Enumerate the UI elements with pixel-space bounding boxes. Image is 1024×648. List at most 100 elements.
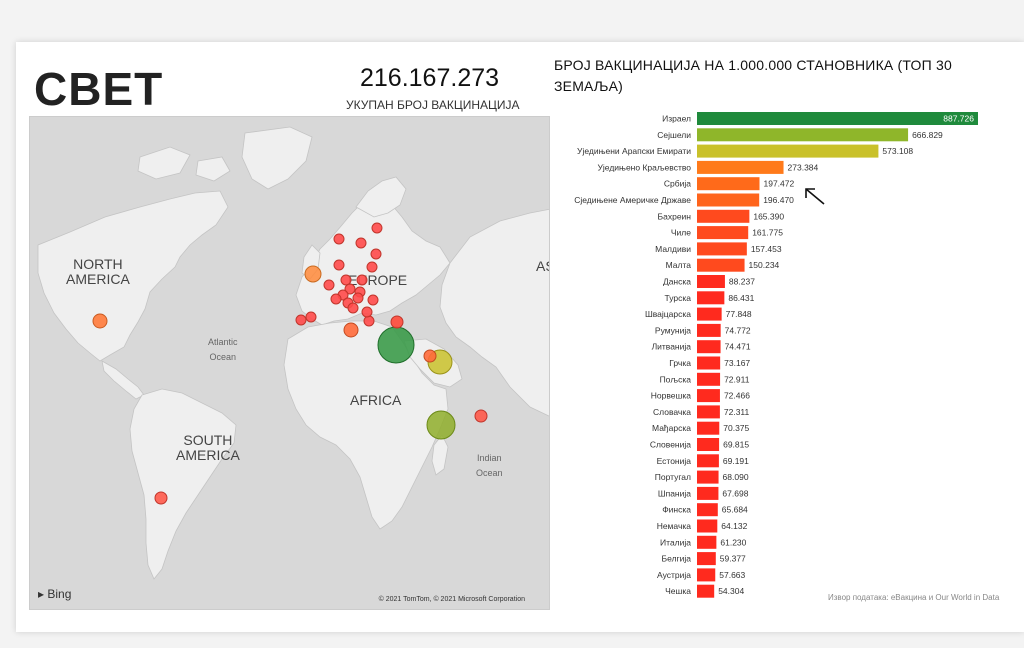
bar[interactable] <box>697 144 879 158</box>
bubble-switzerland <box>330 293 342 305</box>
bar[interactable] <box>697 128 909 142</box>
bar[interactable] <box>697 340 721 354</box>
bar-value-label: 70.375 <box>723 423 749 433</box>
bar-category-label: Италија <box>660 537 691 547</box>
bubble-norway <box>333 233 345 245</box>
bar[interactable] <box>697 372 721 386</box>
bubble-hungary <box>352 292 364 304</box>
bar-value-label: 74.772 <box>725 325 751 335</box>
bar[interactable] <box>697 503 718 517</box>
bar[interactable] <box>697 307 722 321</box>
bar-value-label: 68.090 <box>723 472 749 482</box>
bar[interactable] <box>697 112 978 125</box>
bar[interactable] <box>697 226 749 240</box>
bubble-italy <box>347 302 359 314</box>
bar[interactable] <box>697 421 720 435</box>
bar[interactable] <box>697 584 715 598</box>
bar[interactable] <box>697 291 725 305</box>
bar[interactable] <box>697 470 719 484</box>
bar-value-label: 887.726 <box>943 114 974 124</box>
bar-value-label: 573.108 <box>882 146 913 156</box>
map-label-south-america: SOUTH AMERICA <box>176 432 240 463</box>
bar[interactable] <box>697 405 720 419</box>
total-vaccinations-label: УКУПАН БРОЈ ВАКЦИНАЦИЈА <box>346 98 520 112</box>
bar-category-label: Естонија <box>657 456 692 466</box>
bar-category-label: Румунија <box>655 325 691 335</box>
bubble-denmark <box>333 259 345 271</box>
bubble-serbia <box>343 322 359 338</box>
bar-value-label: 165.390 <box>753 211 784 221</box>
bar-category-label: Уједињено Краљевство <box>598 162 692 172</box>
bar-value-label: 72.466 <box>724 391 750 401</box>
bar-category-label: Малдиви <box>655 244 691 254</box>
bubble-germany <box>340 274 352 286</box>
map-copyright: © 2021 TomTom, © 2021 Microsoft Corporat… <box>378 596 525 603</box>
bubble-maldives <box>474 409 488 423</box>
bar-category-label: Чиле <box>671 228 691 238</box>
bar-value-label: 74.471 <box>725 342 751 352</box>
bubble-turkey <box>390 315 404 329</box>
bar[interactable] <box>697 209 750 223</box>
bar-category-label: Финска <box>662 505 691 515</box>
bar-value-label: 86.431 <box>728 293 754 303</box>
map-label-indian: Indian Ocean <box>476 453 503 478</box>
bubble-spain <box>305 311 317 323</box>
bubble-portugal <box>295 314 307 326</box>
bar-category-label: Данска <box>663 277 691 287</box>
bubble-uk <box>304 265 322 283</box>
bar-category-label: Турска <box>665 293 692 303</box>
chart-title: БРОЈ ВАКЦИНАЦИЈА НА 1.000.000 СТАНОВНИКА… <box>554 57 952 94</box>
bar[interactable] <box>697 193 760 207</box>
bar[interactable] <box>697 454 719 468</box>
bar-category-label: Сједињене Америчке Државе <box>574 195 691 205</box>
bar-category-label: Малта <box>666 260 692 270</box>
bubble-greece <box>361 306 373 318</box>
bar-category-label: Словачка <box>653 407 691 417</box>
bar-category-label: Бахреин <box>658 211 692 221</box>
bubble-chile <box>154 491 168 505</box>
bubble-czechia <box>344 283 356 295</box>
bar[interactable] <box>697 438 720 451</box>
map-land-shapes <box>37 126 549 580</box>
bar-value-label: 57.663 <box>719 570 745 580</box>
bar-value-label: 69.815 <box>723 440 749 450</box>
arrow-annotation-icon <box>805 188 825 205</box>
bar[interactable] <box>697 258 745 272</box>
bar[interactable] <box>697 177 760 191</box>
bar[interactable] <box>697 356 721 370</box>
bar[interactable] <box>697 323 721 337</box>
bar-value-label: 65.684 <box>722 505 748 515</box>
bar-value-label: 157.453 <box>751 244 782 254</box>
bing-logo[interactable]: ▸ Bing <box>38 587 72 601</box>
bubble-seychelles <box>426 410 456 440</box>
bar[interactable] <box>697 275 725 288</box>
bar-value-label: 64.132 <box>721 521 747 531</box>
bar[interactable] <box>697 519 718 533</box>
bar[interactable] <box>697 389 720 403</box>
map-label-africa: AFRICA <box>350 392 402 408</box>
bar-value-label: 54.304 <box>718 586 744 596</box>
bar[interactable] <box>697 486 719 500</box>
world-map[interactable]: NORTH AMERICA SOUTH AMERICA EUROPE AFRIC… <box>29 116 550 610</box>
bar-category-label: Грчка <box>669 358 691 368</box>
page-title: СВЕТ <box>34 63 164 115</box>
bubble-finland <box>371 222 383 234</box>
total-vaccinations-value: 216.167.273 <box>360 64 500 92</box>
bar[interactable] <box>697 535 717 549</box>
bubble-estonia <box>370 248 382 260</box>
bar[interactable] <box>697 160 784 174</box>
bar-category-label: Мађарска <box>652 423 691 433</box>
bubble-poland <box>356 274 368 286</box>
bar[interactable] <box>697 242 747 256</box>
bar[interactable] <box>697 568 716 582</box>
bar-value-label: 77.848 <box>726 309 752 319</box>
map-label-asia: AS <box>536 258 549 274</box>
bar-category-label: Сејшели <box>657 130 691 140</box>
bar[interactable] <box>697 552 716 566</box>
bar-category-label: Белгија <box>662 554 692 564</box>
data-source: Извор података: еВакцина и Our World in … <box>828 593 1000 602</box>
bar-value-label: 61.230 <box>720 537 746 547</box>
bubble-lithuania <box>366 261 378 273</box>
bar-category-label: Чешка <box>665 586 691 596</box>
